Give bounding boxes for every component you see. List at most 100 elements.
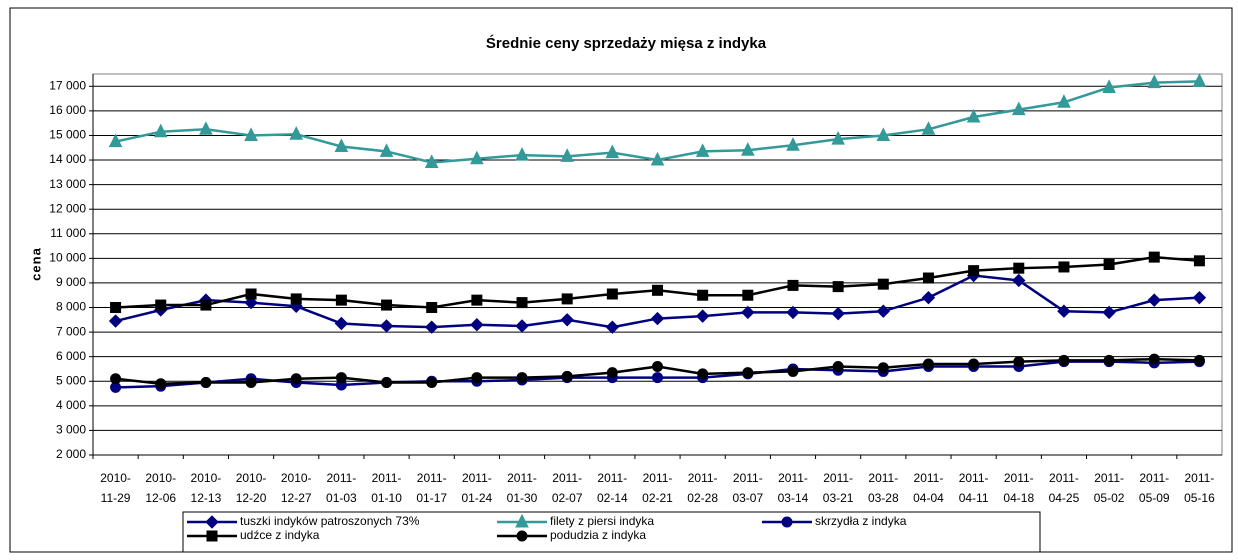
x-tick-label: 2011- 04-18: [1003, 471, 1034, 505]
x-tick-label-line: 2010-: [145, 471, 176, 485]
x-tick-label-line: 11-29: [101, 491, 131, 505]
marker: [516, 530, 528, 542]
marker: [606, 288, 618, 300]
marker: [108, 133, 123, 148]
x-tick-label: 2011- 02-14: [597, 471, 628, 505]
x-tick-label-line: 02-14: [597, 491, 628, 505]
x-tick-label-line: 2011-: [688, 471, 718, 485]
marker: [1058, 261, 1070, 273]
x-tick-label: 2011- 02-21: [642, 471, 673, 505]
legend-label: podudzia z indyka: [550, 528, 646, 542]
x-tick-label: 2011- 01-17: [416, 471, 447, 505]
marker: [1192, 73, 1207, 87]
marker: [200, 376, 212, 388]
marker: [110, 373, 122, 385]
x-tick-label-line: 2010-: [100, 471, 131, 485]
x-tick-label: 2011- 04-04: [913, 471, 944, 505]
x-tick-label: 2011- 05-09: [1139, 471, 1170, 505]
marker: [832, 361, 844, 373]
marker: [426, 302, 438, 314]
marker: [742, 367, 754, 379]
marker: [1148, 251, 1160, 263]
marker: [206, 530, 218, 542]
chart-title: Średnie ceny sprzedaży mięsa z indyka: [486, 34, 767, 52]
marker: [334, 138, 349, 153]
marker: [652, 284, 663, 296]
marker: [605, 320, 620, 334]
x-tick-label: 2010- 12-13: [191, 471, 222, 505]
marker: [650, 311, 665, 326]
x-tick-label-line: 01-03: [326, 491, 357, 505]
marker: [921, 121, 936, 135]
x-tick-label-line: 12-06: [145, 491, 176, 505]
marker: [470, 318, 484, 332]
x-tick-label: 2010- 11-29: [100, 471, 131, 505]
marker: [424, 320, 439, 334]
x-tick-label-line: 02-28: [687, 491, 718, 505]
marker: [379, 143, 394, 157]
x-tick-label-line: 05-16: [1184, 491, 1215, 505]
x-tick-label: 2011- 04-11: [959, 471, 989, 505]
marker: [515, 319, 529, 333]
marker: [379, 319, 394, 333]
marker: [108, 314, 123, 328]
marker: [741, 142, 755, 156]
marker: [787, 279, 799, 291]
legend-label: skrzydła z indyka: [815, 514, 907, 528]
x-tick-label-line: 01-24: [462, 491, 493, 505]
y-tick-label: 7 000: [56, 324, 86, 338]
x-tick-label: 2011- 01-03: [326, 471, 357, 505]
marker: [1012, 273, 1026, 288]
legend-label: filety z piersi indyka: [550, 514, 654, 528]
marker: [561, 293, 573, 305]
marker: [968, 265, 980, 277]
marker: [290, 293, 302, 305]
marker: [471, 372, 483, 384]
marker: [697, 368, 709, 380]
marker: [1011, 101, 1026, 116]
marker: [1013, 356, 1025, 368]
x-tick-label-line: 2011-: [507, 471, 537, 485]
marker: [876, 304, 891, 318]
marker: [1193, 255, 1205, 267]
marker: [695, 143, 710, 157]
marker: [966, 108, 981, 123]
marker: [697, 289, 709, 301]
marker: [921, 290, 936, 305]
x-tick-label: 2011- 01-10: [371, 471, 402, 505]
marker: [606, 367, 618, 379]
y-tick-label: 11 000: [50, 226, 86, 240]
marker: [1102, 305, 1116, 320]
marker: [245, 376, 257, 388]
x-tick-label-line: 2011-: [733, 471, 763, 485]
y-tick-label: 2 000: [56, 447, 86, 461]
marker: [515, 146, 529, 161]
marker: [1057, 94, 1071, 108]
marker: [155, 299, 167, 311]
x-tick-label-line: 2011-: [959, 471, 989, 485]
marker: [1147, 293, 1161, 307]
y-tick-label: 8 000: [56, 300, 86, 314]
x-tick-label-line: 2011-: [868, 471, 898, 485]
y-tick-label: 9 000: [56, 275, 86, 289]
marker: [200, 299, 212, 311]
x-tick-label-line: 05-02: [1094, 491, 1125, 505]
marker: [922, 272, 934, 284]
marker: [470, 150, 484, 165]
x-tick-label-line: 03-28: [868, 491, 899, 505]
x-tick-label: 2011- 02-07: [552, 471, 583, 505]
marker: [244, 127, 258, 141]
legend-label: tuszki indyków patroszonych 73%: [240, 514, 420, 528]
marker: [335, 372, 347, 384]
marker: [560, 148, 574, 162]
marker: [1148, 353, 1160, 365]
x-tick-label-line: 2011-: [778, 471, 808, 485]
marker: [1103, 259, 1115, 270]
x-tick-label-line: 01-10: [371, 491, 402, 505]
y-tick-label: 5 000: [56, 373, 86, 387]
x-tick-label-line: 03-14: [778, 491, 809, 505]
x-tick-label-line: 05-09: [1139, 491, 1170, 505]
x-tick-label-line: 2010-: [281, 471, 312, 485]
plot-area: [92, 73, 1223, 456]
marker: [786, 305, 800, 320]
